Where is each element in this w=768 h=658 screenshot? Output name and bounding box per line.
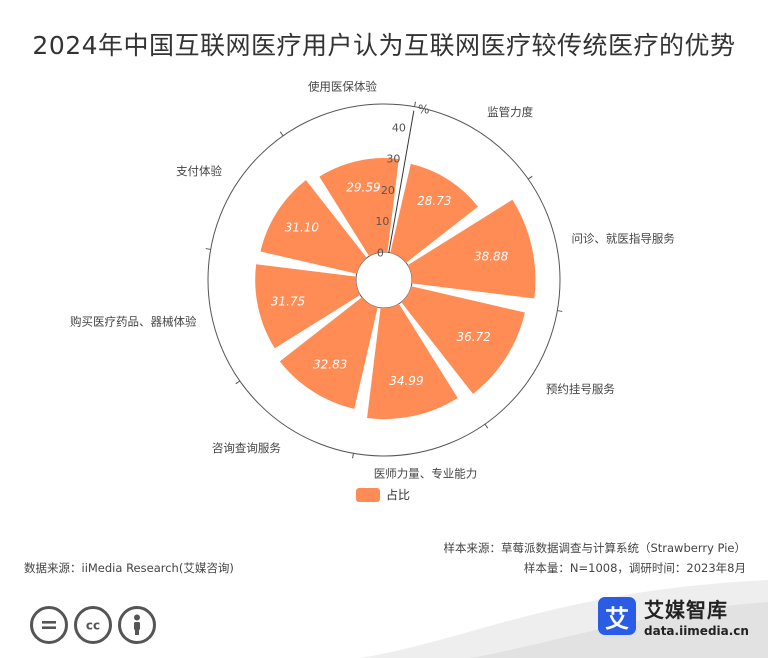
angle-tick bbox=[279, 131, 284, 137]
category-label: 问诊、就医指导服务 bbox=[571, 231, 675, 245]
bar-value-label: 32.83 bbox=[313, 357, 347, 371]
polar-bar bbox=[319, 158, 399, 257]
angle-tick bbox=[484, 423, 489, 429]
unit-label: % bbox=[418, 103, 429, 117]
polar-bar bbox=[390, 163, 478, 263]
sample-source-note: 样本来源：草莓派数据调查与计算系统（Strawberry Pie） bbox=[443, 541, 746, 555]
radial-axis: 0 10 20 30 40% bbox=[375, 103, 429, 260]
svg-text:cc: cc bbox=[86, 619, 100, 633]
outer-ring bbox=[207, 103, 561, 457]
bars-group bbox=[255, 158, 536, 420]
legend[interactable]: 占比 bbox=[356, 486, 410, 503]
polar-bar bbox=[260, 180, 367, 274]
bar-value-label: 31.10 bbox=[285, 221, 320, 235]
radial-tick-label: 10 bbox=[375, 215, 389, 228]
radial-tick-label: 40 bbox=[392, 121, 406, 134]
polar-bar bbox=[367, 303, 458, 420]
category-label: 支付体验 bbox=[176, 164, 222, 178]
polar-bar bbox=[401, 286, 525, 394]
radial-axis-line bbox=[388, 110, 415, 253]
category-label: 预约挂号服务 bbox=[546, 382, 615, 396]
chart-title: 2024年中国互联网医疗用户认为互联网医疗较传统医疗的优势 bbox=[32, 31, 736, 60]
license-icons: cc bbox=[30, 606, 156, 644]
radial-tick-label: 20 bbox=[381, 184, 395, 197]
bar-value-label: 28.73 bbox=[417, 194, 451, 208]
polar-bar bbox=[407, 199, 536, 299]
polar-grid bbox=[205, 101, 563, 459]
angle-tick bbox=[205, 248, 211, 250]
bar-value-label: 29.59 bbox=[346, 180, 380, 194]
bar-value-label: 38.88 bbox=[474, 249, 509, 263]
category-label: 咨询查询服务 bbox=[212, 441, 281, 455]
angle-tick bbox=[235, 380, 241, 385]
category-label: 购买医疗药品、器械体验 bbox=[70, 315, 197, 329]
polar-bar-chart: 28.73 38.88 36.72 34.99 32.83 31.75 31.10 29.59… bbox=[70, 80, 675, 481]
legend-label: 占比 bbox=[386, 488, 411, 502]
angle-tick bbox=[557, 310, 563, 312]
sample-size-note: 样本量：N=1008，调研时间：2023年8月 bbox=[523, 561, 746, 575]
bar-value-label: 31.75 bbox=[271, 294, 305, 308]
polar-bar bbox=[255, 264, 361, 349]
data-source-note: 数据来源：iiMedia Research(艾媒咨询) bbox=[24, 561, 234, 575]
category-label: 使用医保体验 bbox=[308, 80, 377, 94]
category-label: 监管力度 bbox=[487, 105, 533, 119]
bar-value-label: 34.99 bbox=[389, 374, 423, 388]
polar-bar bbox=[279, 297, 378, 409]
brand-name: 艾媒智库 bbox=[644, 598, 728, 622]
category-label: 医师力量、专业能力 bbox=[374, 466, 478, 480]
angle-tick bbox=[414, 101, 416, 107]
inner-ring bbox=[355, 251, 413, 309]
brand-url: data.iimedia.cn bbox=[644, 624, 749, 638]
legend-swatch bbox=[356, 487, 380, 502]
brand-block: 艾 艾媒智库 data.iimedia.cn bbox=[598, 594, 749, 638]
angle-tick bbox=[352, 453, 354, 459]
radial-tick-label: 0 bbox=[377, 246, 384, 259]
bar-labels-group: 28.73 38.88 36.72 34.99 32.83 31.75 31.10 29.59 bbox=[271, 180, 509, 388]
angle-tick bbox=[527, 175, 533, 180]
bar-value-label: 36.72 bbox=[456, 330, 490, 344]
cc-icon: cc bbox=[74, 606, 112, 644]
brand-logo: 艾 bbox=[598, 597, 636, 635]
person-icon bbox=[118, 606, 156, 644]
equals-icon bbox=[30, 606, 68, 644]
radial-tick-label: 30 bbox=[386, 153, 400, 166]
